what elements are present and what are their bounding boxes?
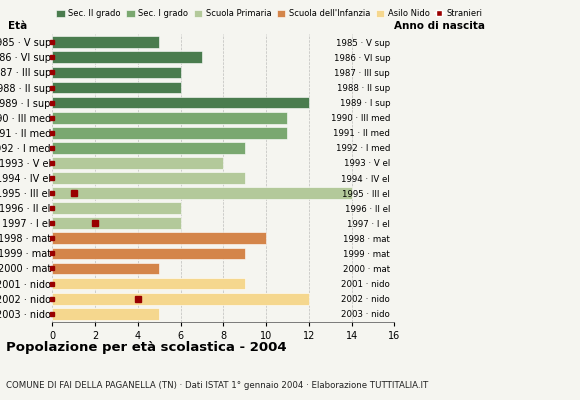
Bar <box>52 293 309 304</box>
Bar <box>52 112 288 124</box>
Bar <box>52 142 245 154</box>
Bar <box>52 187 351 199</box>
Text: Popolazione per età scolastica - 2004: Popolazione per età scolastica - 2004 <box>6 341 287 354</box>
Bar <box>52 217 180 229</box>
Bar <box>52 232 266 244</box>
Bar <box>52 52 202 63</box>
Text: Anno di nascita: Anno di nascita <box>394 21 485 31</box>
Bar <box>52 308 159 320</box>
Text: Età: Età <box>8 21 27 31</box>
Bar <box>52 157 223 169</box>
Bar <box>52 97 309 108</box>
Bar <box>52 66 180 78</box>
Bar <box>52 82 180 94</box>
Legend: Sec. II grado, Sec. I grado, Scuola Primaria, Scuola dell'Infanzia, Asilo Nido, : Sec. II grado, Sec. I grado, Scuola Prim… <box>56 9 483 18</box>
Bar <box>52 127 288 139</box>
Bar <box>52 248 245 259</box>
Bar <box>52 172 245 184</box>
Text: COMUNE DI FAI DELLA PAGANELLA (TN) · Dati ISTAT 1° gennaio 2004 · Elaborazione T: COMUNE DI FAI DELLA PAGANELLA (TN) · Dat… <box>6 381 428 390</box>
Bar <box>52 36 159 48</box>
Bar <box>52 262 159 274</box>
Bar <box>52 202 180 214</box>
Bar <box>52 278 245 290</box>
